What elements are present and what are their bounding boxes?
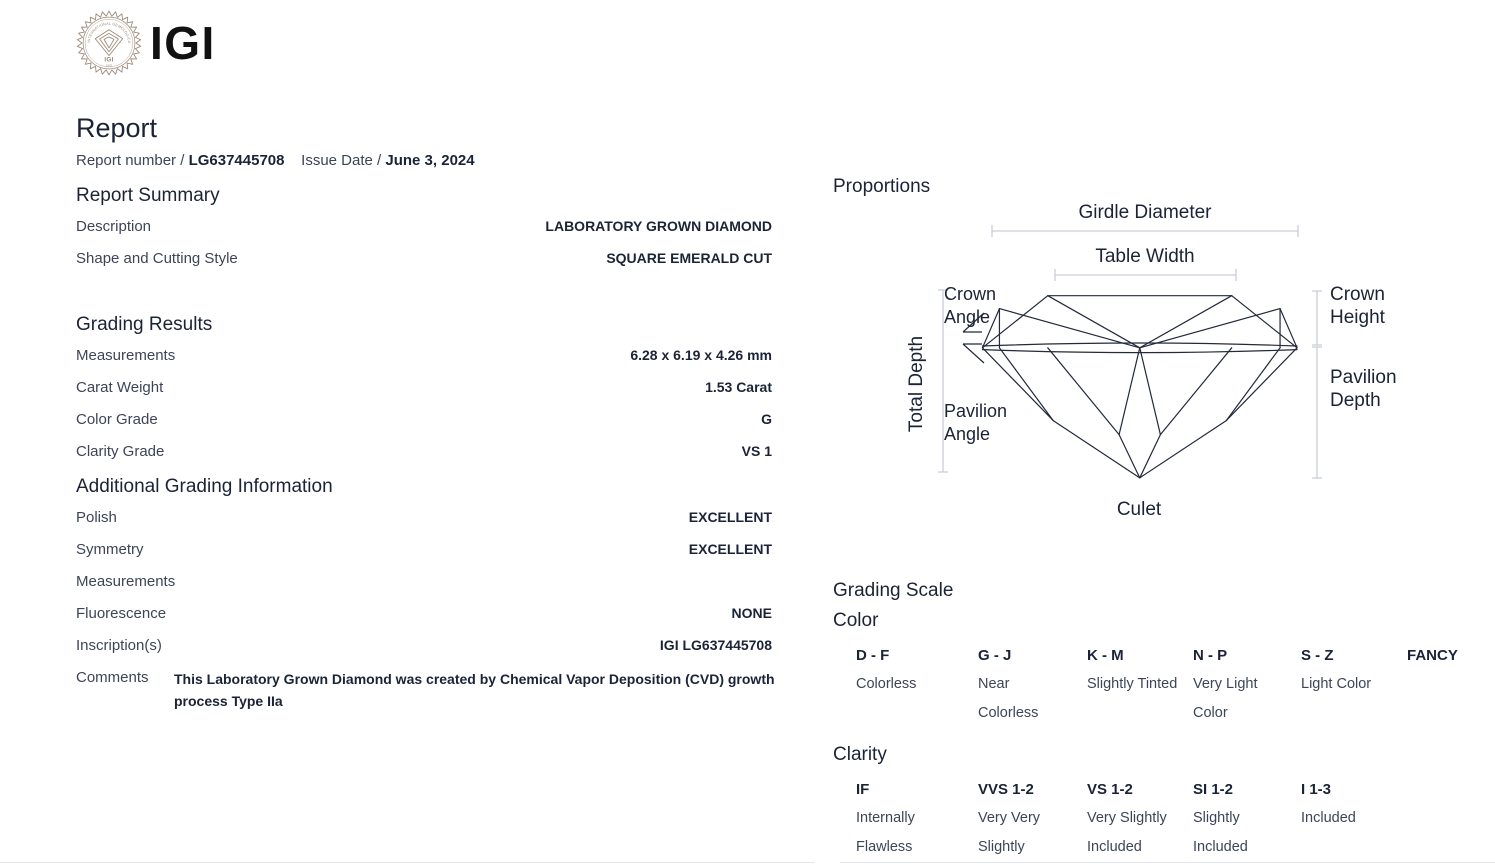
svg-text:Crown: Crown	[1330, 284, 1385, 305]
svg-text:Table Width: Table Width	[1095, 246, 1194, 267]
svg-text:Pavilion: Pavilion	[944, 401, 1007, 421]
svg-text:Girdle Diameter: Girdle Diameter	[1078, 202, 1212, 223]
svg-text:Angle: Angle	[944, 307, 990, 327]
svg-text:Culet: Culet	[1117, 499, 1162, 520]
svg-text:Angle: Angle	[944, 424, 990, 444]
svg-text:Height: Height	[1330, 307, 1386, 328]
svg-text:Pavilion: Pavilion	[1330, 367, 1397, 388]
svg-text:Depth: Depth	[1330, 390, 1381, 411]
svg-text:Crown: Crown	[944, 284, 996, 304]
svg-text:Total Depth: Total Depth	[906, 336, 927, 432]
